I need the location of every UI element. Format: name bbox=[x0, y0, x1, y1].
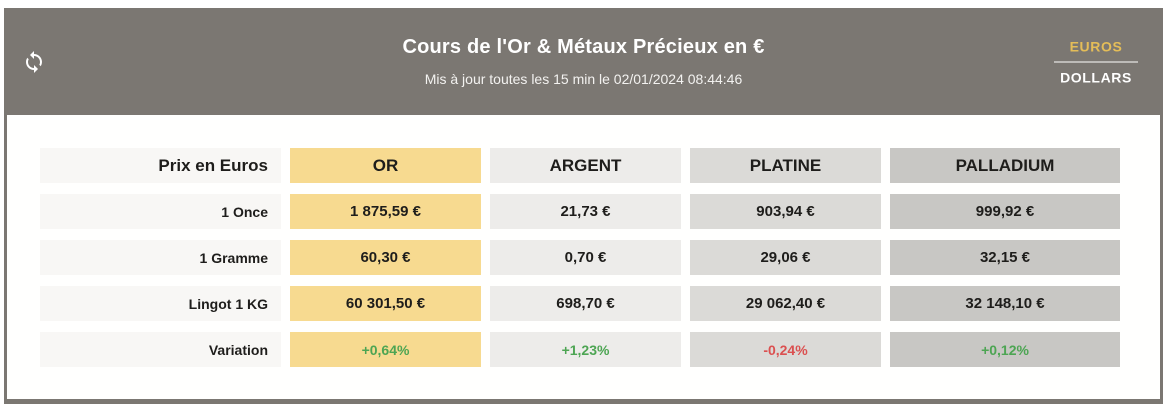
row-label-variation: Variation bbox=[40, 332, 281, 367]
column-header-palladium: PALLADIUM bbox=[890, 148, 1120, 183]
price-cell-gramme-platine: 29,06 € bbox=[690, 240, 881, 275]
price-cell-lingot-argent: 698,70 € bbox=[490, 286, 681, 321]
price-cell-lingot-or: 60 301,50 € bbox=[290, 286, 481, 321]
price-cell-once-platine: 903,94 € bbox=[690, 194, 881, 229]
table-corner-label: Prix en Euros bbox=[40, 148, 281, 183]
price-cell-lingot-platine: 29 062,40 € bbox=[690, 286, 881, 321]
refresh-sync-icon bbox=[22, 50, 46, 74]
refresh-button[interactable] bbox=[19, 47, 49, 77]
currency-toggle: EUROS DOLLARS bbox=[1050, 38, 1142, 85]
variation-cell-argent: +1,23% bbox=[490, 332, 681, 367]
column-header-or: OR bbox=[290, 148, 481, 183]
column-header-platine: PLATINE bbox=[690, 148, 881, 183]
currency-euros-button[interactable]: EUROS bbox=[1050, 38, 1142, 54]
variation-cell-palladium: +0,12% bbox=[890, 332, 1120, 367]
column-header-argent: ARGENT bbox=[490, 148, 681, 183]
page-title: Cours de l'Or & Métaux Précieux en € bbox=[402, 36, 765, 58]
row-label-gramme: 1 Gramme bbox=[40, 240, 281, 275]
price-cell-gramme-argent: 0,70 € bbox=[490, 240, 681, 275]
row-label-once: 1 Once bbox=[40, 194, 281, 229]
header-titles: Cours de l'Or & Métaux Précieux en € Mis… bbox=[157, 8, 1010, 115]
price-cell-once-palladium: 999,92 € bbox=[890, 194, 1120, 229]
price-cell-gramme-palladium: 32,15 € bbox=[890, 240, 1120, 275]
currency-dollars-button[interactable]: DOLLARS bbox=[1050, 69, 1142, 85]
header-band: Cours de l'Or & Métaux Précieux en € Mis… bbox=[7, 8, 1160, 115]
price-widget-card: Cours de l'Or & Métaux Précieux en € Mis… bbox=[4, 8, 1163, 404]
variation-cell-platine: -0,24% bbox=[690, 332, 881, 367]
variation-cell-or: +0,64% bbox=[290, 332, 481, 367]
price-table: Prix en Euros OR ARGENT PLATINE PALLADIU… bbox=[40, 148, 1160, 367]
price-cell-gramme-or: 60,30 € bbox=[290, 240, 481, 275]
price-cell-lingot-palladium: 32 148,10 € bbox=[890, 286, 1120, 321]
last-updated-text: Mis à jour toutes les 15 min le 02/01/20… bbox=[424, 71, 743, 87]
row-label-lingot: Lingot 1 KG bbox=[40, 286, 281, 321]
price-cell-once-or: 1 875,59 € bbox=[290, 194, 481, 229]
price-cell-once-argent: 21,73 € bbox=[490, 194, 681, 229]
currency-toggle-divider bbox=[1054, 61, 1138, 62]
